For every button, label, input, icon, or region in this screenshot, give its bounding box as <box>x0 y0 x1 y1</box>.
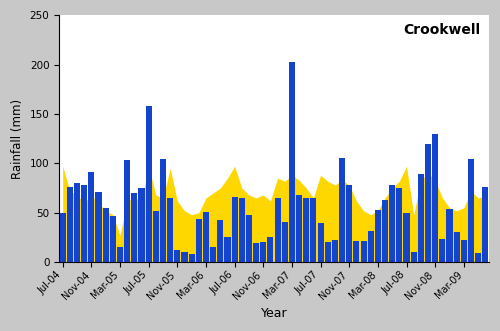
Bar <box>389 185 395 262</box>
Bar <box>296 195 302 262</box>
Bar <box>404 213 409 262</box>
Bar <box>289 62 295 262</box>
Bar <box>153 211 159 262</box>
Bar <box>324 242 331 262</box>
Bar <box>188 254 194 262</box>
Bar <box>260 242 266 262</box>
Bar <box>482 187 488 262</box>
Bar <box>274 198 280 262</box>
Text: Crookwell: Crookwell <box>403 23 480 36</box>
Bar <box>81 185 87 262</box>
X-axis label: Year: Year <box>260 307 287 320</box>
Bar <box>117 247 123 262</box>
Bar <box>282 222 288 262</box>
Bar <box>146 106 152 262</box>
Bar <box>96 192 102 262</box>
Bar <box>354 241 360 262</box>
Bar <box>410 252 416 262</box>
Y-axis label: Rainfall (mm): Rainfall (mm) <box>11 99 24 179</box>
Bar <box>60 213 66 262</box>
Bar <box>232 197 237 262</box>
Bar <box>174 250 180 262</box>
Bar <box>268 237 274 262</box>
Bar <box>74 183 80 262</box>
Bar <box>218 220 224 262</box>
Bar <box>310 198 316 262</box>
Bar <box>375 210 381 262</box>
Bar <box>224 237 230 262</box>
Bar <box>440 239 446 262</box>
Bar <box>196 219 202 262</box>
Bar <box>339 159 345 262</box>
Bar <box>167 198 173 262</box>
Bar <box>396 188 402 262</box>
Bar <box>210 247 216 262</box>
Bar <box>454 232 460 262</box>
Bar <box>318 223 324 262</box>
Bar <box>475 253 481 262</box>
Bar <box>102 208 108 262</box>
Bar <box>132 193 138 262</box>
Bar <box>138 188 144 262</box>
Bar <box>303 198 310 262</box>
Bar <box>246 215 252 262</box>
Bar <box>360 241 366 262</box>
Bar <box>446 209 452 262</box>
Bar <box>238 198 245 262</box>
Bar <box>368 230 374 262</box>
Bar <box>332 240 338 262</box>
Bar <box>203 212 209 262</box>
Bar <box>461 240 467 262</box>
Bar <box>124 160 130 262</box>
Bar <box>432 134 438 262</box>
Bar <box>88 172 94 262</box>
Bar <box>182 252 188 262</box>
Bar <box>468 159 474 262</box>
Bar <box>382 200 388 262</box>
Bar <box>418 174 424 262</box>
Bar <box>346 185 352 262</box>
Bar <box>67 187 73 262</box>
Bar <box>425 144 431 262</box>
Bar <box>110 216 116 262</box>
Bar <box>160 159 166 262</box>
Bar <box>253 243 259 262</box>
